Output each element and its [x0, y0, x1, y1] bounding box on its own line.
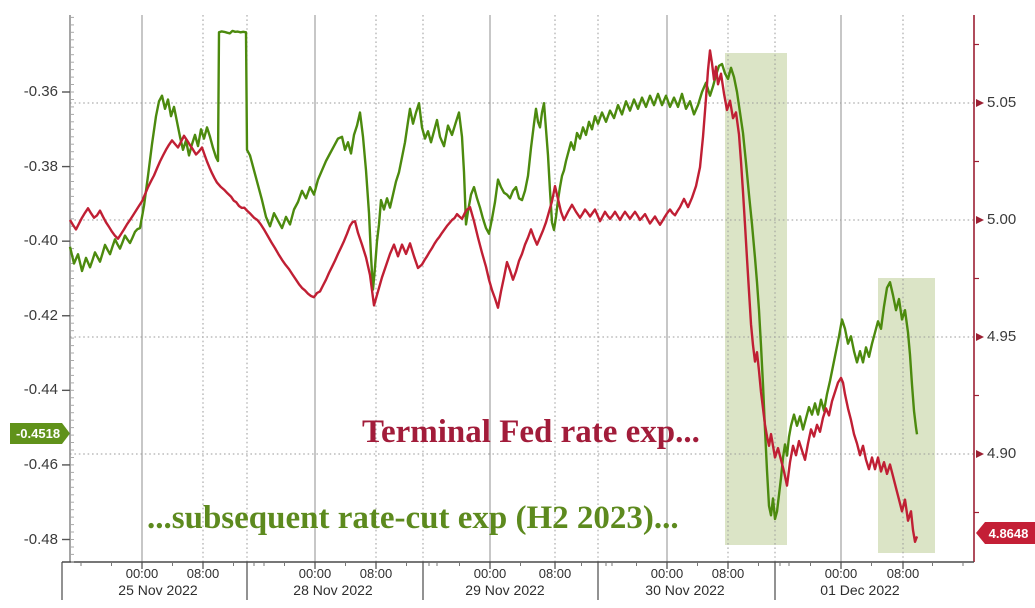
left-axis-last-value-badge: -0.4518	[10, 423, 70, 444]
x-axis-time-label: 08:00	[538, 566, 572, 581]
right-axis-tick-arrow	[976, 333, 984, 341]
left-axis-tick-label: -0.42	[23, 306, 58, 324]
x-axis-date-label: 25 Nov 2022	[118, 582, 198, 598]
x-axis-time-label: 00:00	[824, 566, 858, 581]
right-axis-last-value-badge: 4.8648	[976, 522, 1035, 544]
annotation-terminal-fed-rate: Terminal Fed rate exp...	[362, 414, 700, 450]
x-axis-time-label: 00:00	[298, 566, 332, 581]
x-axis-time-label: 00:00	[473, 566, 507, 581]
left-axis-tick-label: -0.38	[23, 157, 58, 175]
x-axis-date-label: 29 Nov 2022	[465, 582, 545, 598]
right-axis-tick-arrow	[976, 450, 984, 458]
series-line-left	[68, 29, 919, 521]
x-axis-time-label: 08:00	[359, 566, 393, 581]
x-axis-date-label: 01 Dec 2022	[820, 582, 900, 598]
left-axis-tick-label: -0.46	[23, 455, 58, 473]
right-axis-tick-label: 5.05	[987, 94, 1017, 111]
x-axis-time-label: 08:00	[711, 566, 745, 581]
x-axis-time-label: 08:00	[886, 566, 920, 581]
right-axis-tick-label: 4.90	[987, 445, 1017, 462]
left-axis-tick-label: -0.36	[23, 83, 58, 100]
right-axis-tick-label: 5.00	[987, 211, 1017, 228]
right-axis-tick-arrow	[976, 99, 984, 107]
left-axis-tick-label: -0.40	[23, 232, 58, 250]
x-axis-time-label: 00:00	[125, 566, 159, 581]
right-axis-tick-arrow	[976, 216, 984, 224]
right-axis-tick-label: 4.95	[987, 328, 1017, 345]
left-axis-tick-label: -0.44	[23, 381, 58, 399]
x-axis-date-label: 30 Nov 2022	[645, 582, 725, 598]
x-axis-date-label: 28 Nov 2022	[293, 582, 373, 598]
highlight-band	[725, 53, 787, 545]
x-axis-time-label: 08:00	[186, 566, 220, 581]
series-line-right	[68, 49, 919, 543]
left-axis-tick-label: -0.48	[23, 530, 58, 548]
x-axis-time-label: 00:00	[650, 566, 684, 581]
annotation-rate-cut-exp: ...subsequent rate-cut exp (H2 2023)...	[147, 500, 679, 536]
